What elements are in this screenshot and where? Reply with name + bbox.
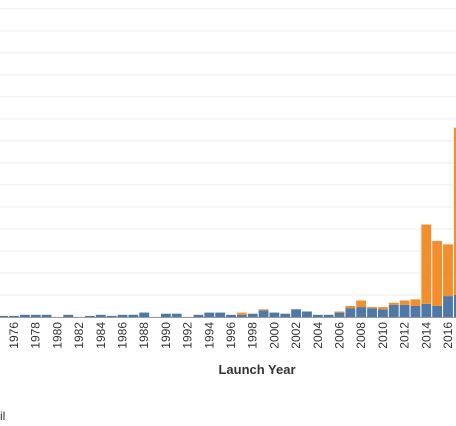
bar-segment — [323, 314, 334, 317]
bar-segment — [226, 314, 236, 317]
bar-segment — [215, 312, 226, 317]
bar-segment — [388, 304, 399, 317]
bar-segment — [367, 308, 377, 317]
bar-segment — [258, 310, 269, 317]
bar-segment — [421, 303, 432, 317]
x-tick-label: 1980 — [50, 322, 64, 349]
x-tick-label: 2008 — [354, 322, 368, 349]
x-tick-label: 1996 — [224, 322, 238, 349]
x-tick-label: 2000 — [267, 322, 281, 349]
x-tick-label: 2002 — [289, 322, 303, 349]
x-tick-label: 1984 — [94, 322, 108, 349]
bar-segment — [356, 300, 367, 308]
x-tick-label: 2006 — [333, 322, 347, 349]
bar-segment — [291, 309, 302, 317]
bar-segment — [312, 314, 323, 317]
bar-segment — [345, 305, 356, 309]
bar-segment — [128, 314, 139, 317]
bar-segment — [247, 313, 258, 317]
bar-segment — [95, 314, 106, 317]
bar-segment — [345, 308, 356, 317]
bar-segment — [85, 315, 95, 317]
bar-segment — [160, 313, 171, 317]
bar-segment — [280, 313, 291, 317]
x-tick-label: 2010 — [376, 322, 390, 349]
bar-segment — [399, 304, 410, 317]
bar-segment — [106, 315, 117, 317]
bar-segment — [421, 224, 432, 304]
x-tick-label: 1978 — [29, 322, 43, 349]
bar-segment — [453, 127, 456, 295]
x-tick-label: 1976 — [7, 322, 21, 349]
bar-segment — [9, 315, 19, 317]
bar-segment — [258, 309, 269, 311]
bar-segment — [432, 241, 443, 306]
bar-segment — [377, 309, 388, 317]
bar-segment — [399, 300, 410, 305]
legend-text: il — [0, 409, 5, 423]
bar-segment — [139, 312, 150, 317]
bar-segment — [334, 312, 345, 317]
x-tick-label: 2016 — [441, 322, 455, 349]
bar-segment — [302, 311, 312, 317]
bar-segment — [334, 311, 345, 313]
bar-segment — [19, 314, 30, 317]
bar-segment — [0, 315, 9, 317]
x-tick-label: 1986 — [116, 322, 130, 349]
x-tick-label: 1998 — [246, 322, 260, 349]
bar-segment — [443, 244, 453, 297]
bar-segment — [377, 307, 388, 310]
x-tick-label: 1994 — [202, 322, 216, 349]
bar-segment — [193, 314, 204, 317]
bar-segment — [117, 314, 128, 317]
x-tick-label: 1982 — [72, 322, 86, 349]
bar-segment — [204, 312, 215, 317]
x-axis-title: Launch Year — [218, 362, 295, 377]
x-tick-label: 1992 — [181, 322, 195, 349]
bar-segment — [453, 294, 456, 317]
bar-segment — [410, 305, 421, 317]
bar-segment — [388, 302, 399, 305]
x-tick-label: 1990 — [159, 322, 173, 349]
x-tick-label: 2014 — [419, 322, 433, 349]
bar-segment — [432, 305, 443, 317]
bar-segment — [269, 312, 280, 317]
bar-segment — [63, 314, 74, 317]
bar-segment — [443, 296, 453, 317]
x-tick-label: 2012 — [398, 322, 412, 349]
x-tick-label: 1988 — [137, 322, 151, 349]
bar-segment — [236, 312, 247, 315]
bar-segment — [410, 299, 421, 306]
bar-segment — [367, 307, 377, 309]
bar-segment — [41, 314, 52, 317]
bar-segment — [356, 307, 367, 317]
x-tick-label: 2004 — [311, 322, 325, 349]
bar-segment — [236, 314, 247, 317]
bar-segment — [171, 313, 182, 317]
bar-segment — [30, 314, 41, 317]
